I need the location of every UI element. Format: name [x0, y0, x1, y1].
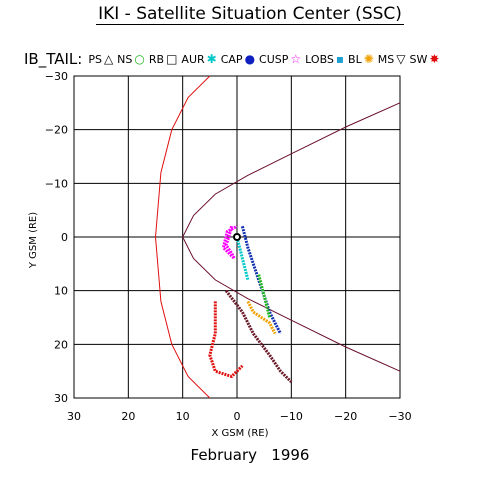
region-sw-trace [208, 301, 244, 378]
y-tick-label: 20 [54, 338, 68, 351]
legend-entry-lobs: LOBS ▪ [305, 52, 345, 66]
legend-entry-ms: MS ▽ [377, 52, 406, 66]
y-tick-label: −30 [45, 70, 68, 83]
region-ms-trace [224, 289, 293, 383]
asterisk-icon: ✱ [206, 52, 217, 66]
y-tick-label: −20 [45, 124, 68, 137]
sun-icon: ✺ [363, 52, 374, 66]
y-tick-labels: −30 −20 −10 0 10 20 30 [45, 70, 68, 405]
legend-lead: IB_TAIL: [24, 50, 83, 68]
circle-icon: ○ [134, 52, 145, 66]
earth-marker-center [235, 235, 239, 239]
legend: IB_TAIL: PS △ NS ○ RB □ AUR ✱ CAP ● CUSP ☆ LOB… [24, 50, 443, 68]
legend-entry-ps: PS △ [88, 52, 114, 66]
legend-entry-cusp: CUSP ☆ [259, 52, 302, 66]
y-tick-label: 10 [54, 285, 68, 298]
y-tick-label: 30 [54, 392, 68, 405]
x-tick-label: −20 [334, 410, 357, 423]
small-square-icon: ▪ [335, 52, 345, 66]
burst-icon: ✸ [429, 52, 440, 66]
legend-entry-sw: SW ✸ [409, 52, 440, 66]
x-axis-label: X GSM (RE) [211, 428, 269, 439]
region-bl-trace [246, 300, 277, 335]
boundary-curves [154, 75, 401, 399]
region-aur-trace [235, 236, 250, 281]
down-triangle-icon: ▽ [396, 52, 406, 66]
orbit-regions [208, 224, 293, 383]
x-tick-label: 30 [67, 410, 81, 423]
x-tick-label: 20 [121, 410, 135, 423]
star-icon: ☆ [290, 52, 302, 66]
square-icon: □ [166, 52, 178, 66]
y-tick-label: −10 [45, 177, 68, 190]
x-tick-label: 0 [234, 410, 241, 423]
legend-entry-bl: BL ✺ [348, 52, 374, 66]
grid-lines [73, 75, 401, 399]
y-axis-label: Y GSM (RE) [28, 212, 39, 269]
legend-entry-cap: CAP ● [220, 52, 256, 66]
x-tick-labels: 30 20 10 0 −10 −20 −30 [67, 410, 412, 423]
legend-entry-aur: AUR ✱ [181, 52, 217, 66]
bow-shock-curve [154, 75, 211, 399]
x-tick-label: −10 [280, 410, 303, 423]
region-cusp-trace [221, 224, 238, 260]
dot-icon: ● [244, 52, 256, 66]
date-label: February 1996 [190, 446, 310, 464]
legend-entry-rb: RB □ [148, 52, 178, 66]
region-ns-trace [257, 274, 272, 318]
x-tick-label: −30 [388, 410, 411, 423]
y-tick-label: 0 [61, 231, 68, 244]
magnetopause-curve [182, 102, 401, 372]
x-tick-label: 10 [176, 410, 190, 423]
legend-entry-ns: NS ○ [117, 52, 145, 66]
chart-title: IKI - Satellite Situation Center (SSC) [96, 4, 404, 25]
triangle-icon: △ [103, 52, 114, 66]
